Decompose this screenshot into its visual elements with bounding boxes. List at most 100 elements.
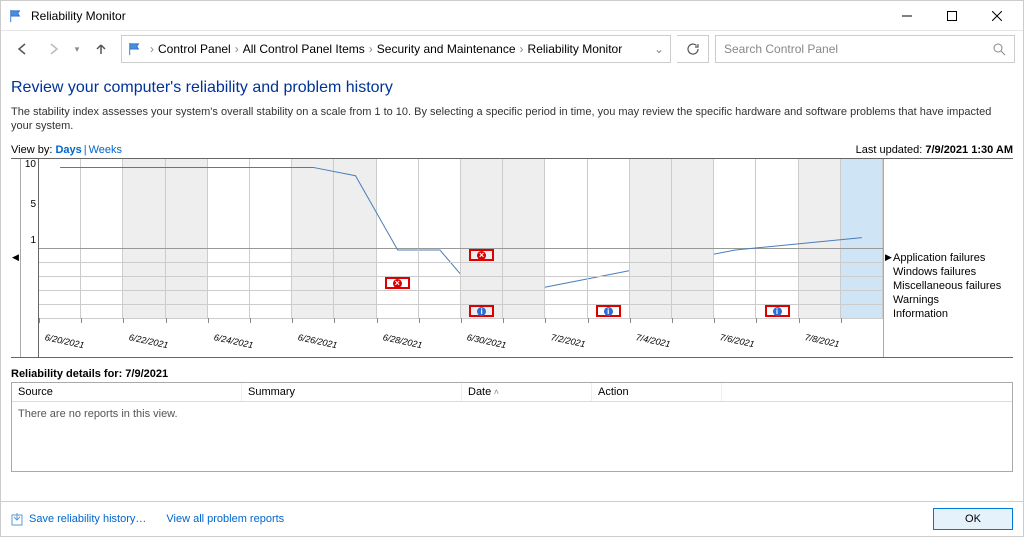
event-cell[interactable] [166, 263, 208, 276]
chart-column[interactable] [123, 159, 165, 248]
event-cell[interactable] [123, 291, 165, 304]
breadcrumb-item[interactable]: Reliability Monitor [528, 42, 623, 56]
close-button[interactable] [974, 1, 1019, 30]
event-cell[interactable] [39, 277, 81, 290]
event-cell[interactable] [545, 263, 587, 276]
event-cell[interactable] [208, 249, 250, 262]
event-cell[interactable] [503, 291, 545, 304]
event-cell[interactable] [334, 249, 376, 262]
event-cell[interactable] [377, 277, 419, 290]
chart-column[interactable] [630, 159, 672, 248]
chart-column[interactable] [672, 159, 714, 248]
event-cell[interactable] [630, 291, 672, 304]
event-cell[interactable] [461, 291, 503, 304]
event-cell[interactable] [588, 277, 630, 290]
scroll-left-button[interactable]: ◀ [11, 159, 21, 357]
event-cell[interactable] [166, 249, 208, 262]
event-cell[interactable] [672, 277, 714, 290]
event-cell[interactable] [672, 305, 714, 318]
chart-column[interactable] [503, 159, 545, 248]
event-cell[interactable] [377, 263, 419, 276]
save-history-link[interactable]: Save reliability history… [11, 512, 146, 526]
recent-button[interactable]: ▾ [69, 35, 85, 63]
event-cell[interactable] [503, 305, 545, 318]
event-cell[interactable] [672, 291, 714, 304]
event-cell[interactable] [672, 263, 714, 276]
chart-column[interactable] [714, 159, 756, 248]
ok-button[interactable]: OK [933, 508, 1013, 530]
event-cell[interactable] [419, 263, 461, 276]
event-cell[interactable] [250, 263, 292, 276]
event-cell[interactable] [756, 291, 798, 304]
event-cell[interactable] [630, 263, 672, 276]
column-header[interactable]: Source [12, 383, 242, 401]
chart-column[interactable] [461, 159, 503, 248]
event-cell[interactable] [123, 277, 165, 290]
event-cell[interactable] [841, 305, 883, 318]
event-cell[interactable] [81, 249, 123, 262]
chart-column[interactable] [81, 159, 123, 248]
event-cell[interactable] [334, 277, 376, 290]
breadcrumb-item[interactable]: All Control Panel Items [243, 42, 365, 56]
event-cell[interactable] [799, 291, 841, 304]
event-cell[interactable] [630, 277, 672, 290]
column-header[interactable]: Summary [242, 383, 462, 401]
event-cell[interactable] [503, 263, 545, 276]
event-cell[interactable] [461, 305, 503, 318]
event-cell[interactable] [588, 305, 630, 318]
search-input[interactable]: Search Control Panel [715, 35, 1015, 63]
chart-column[interactable] [756, 159, 798, 248]
event-cell[interactable] [208, 305, 250, 318]
chart-column[interactable] [545, 159, 587, 248]
scroll-right-button[interactable]: ▶ [883, 159, 893, 357]
chart-area[interactable]: 6/20/20216/22/20216/24/20216/26/20216/28… [39, 159, 883, 357]
event-cell[interactable] [419, 305, 461, 318]
event-cell[interactable] [39, 263, 81, 276]
event-cell[interactable] [292, 263, 334, 276]
event-cell[interactable] [461, 249, 503, 262]
refresh-button[interactable] [677, 35, 709, 63]
event-cell[interactable] [545, 249, 587, 262]
event-cell[interactable] [545, 277, 587, 290]
event-cell[interactable] [756, 263, 798, 276]
event-cell[interactable] [208, 291, 250, 304]
chart-column[interactable] [419, 159, 461, 248]
chart-column[interactable] [250, 159, 292, 248]
event-cell[interactable] [588, 263, 630, 276]
event-cell[interactable] [250, 291, 292, 304]
event-cell[interactable] [503, 249, 545, 262]
event-cell[interactable] [377, 305, 419, 318]
chart-column[interactable] [166, 159, 208, 248]
event-cell[interactable] [250, 249, 292, 262]
event-cell[interactable] [166, 305, 208, 318]
event-cell[interactable] [208, 277, 250, 290]
up-button[interactable] [87, 35, 115, 63]
minimize-button[interactable] [884, 1, 929, 30]
event-cell[interactable] [841, 249, 883, 262]
chart-column[interactable] [334, 159, 376, 248]
event-cell[interactable] [166, 277, 208, 290]
chart-column[interactable] [292, 159, 334, 248]
back-button[interactable] [9, 35, 37, 63]
event-cell[interactable] [841, 263, 883, 276]
event-cell[interactable] [292, 291, 334, 304]
event-cell[interactable] [377, 249, 419, 262]
event-cell[interactable] [714, 291, 756, 304]
event-cell[interactable] [503, 277, 545, 290]
event-cell[interactable] [81, 263, 123, 276]
event-cell[interactable] [419, 249, 461, 262]
event-cell[interactable] [334, 305, 376, 318]
event-cell[interactable] [123, 305, 165, 318]
event-cell[interactable] [250, 305, 292, 318]
event-cell[interactable] [714, 305, 756, 318]
view-days-link[interactable]: Days [55, 144, 81, 156]
event-cell[interactable] [714, 249, 756, 262]
event-cell[interactable] [841, 291, 883, 304]
event-cell[interactable] [756, 249, 798, 262]
chart-column[interactable] [799, 159, 841, 248]
event-cell[interactable] [545, 305, 587, 318]
event-cell[interactable] [799, 263, 841, 276]
event-cell[interactable] [39, 305, 81, 318]
event-cell[interactable] [799, 305, 841, 318]
chart-column[interactable] [39, 159, 81, 248]
